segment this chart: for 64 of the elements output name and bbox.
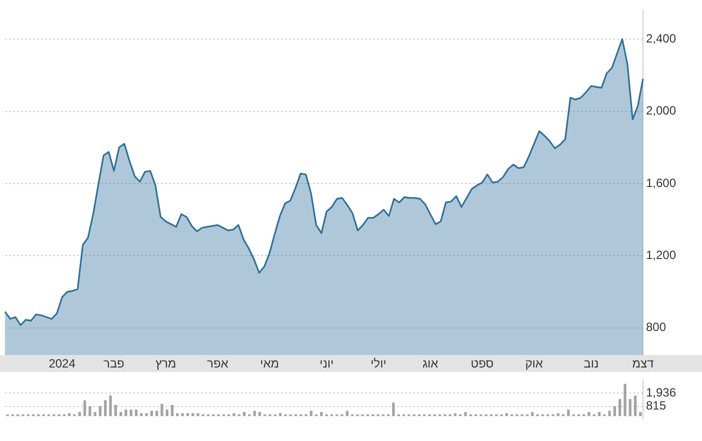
bar xyxy=(145,413,148,416)
bar xyxy=(191,413,194,416)
bar xyxy=(78,412,81,416)
x-tick-label: מאי xyxy=(260,356,279,371)
y-tick-label: 2,400 xyxy=(646,31,676,46)
bar xyxy=(613,406,616,416)
bar xyxy=(176,413,179,416)
bar xyxy=(94,412,96,416)
x-tick-label: יוני xyxy=(320,356,334,371)
bar xyxy=(624,384,626,416)
bar xyxy=(68,413,71,416)
x-tick-label: יולי xyxy=(370,356,386,371)
y-tick-label: 1,200 xyxy=(646,248,676,262)
bar xyxy=(505,413,508,416)
y-tick-label: 1,936 xyxy=(646,385,676,400)
bar xyxy=(608,410,611,416)
bar xyxy=(181,413,184,416)
bar xyxy=(186,413,189,416)
x-tick-label: אפר xyxy=(207,356,229,371)
y-tick-label: 2,000 xyxy=(646,104,676,118)
bar xyxy=(160,404,164,416)
bar xyxy=(278,413,282,416)
bar xyxy=(556,413,560,416)
bar xyxy=(170,404,174,416)
y-tick-label: 1,600 xyxy=(646,176,676,190)
bar xyxy=(588,412,590,416)
bar xyxy=(634,396,637,416)
x-tick-label: נוב xyxy=(584,356,599,371)
bar xyxy=(196,413,200,416)
bar xyxy=(618,399,622,416)
bar xyxy=(124,410,128,416)
x-tick-label: אוג xyxy=(422,356,439,371)
bar xyxy=(104,400,107,416)
bar xyxy=(464,412,467,416)
x-tick-label: 2024 xyxy=(48,356,76,371)
bar xyxy=(166,410,168,416)
y-tick-label: 800 xyxy=(646,320,666,334)
bar xyxy=(253,410,256,416)
bar xyxy=(531,412,534,416)
bar xyxy=(130,410,132,416)
x-tick-label: פבר xyxy=(103,356,124,371)
bar xyxy=(140,413,143,416)
bar xyxy=(134,410,138,416)
bar xyxy=(232,413,236,416)
bar xyxy=(88,406,92,416)
x-tick-label: מרץ xyxy=(155,356,176,371)
bar xyxy=(567,410,570,416)
bar xyxy=(392,402,395,416)
x-tick-label: אוק xyxy=(525,356,544,371)
x-tick-label: דצמ xyxy=(632,356,654,371)
bar xyxy=(320,412,323,416)
bar xyxy=(83,400,86,416)
bar xyxy=(119,412,122,416)
bar xyxy=(258,412,262,416)
bar xyxy=(109,396,112,416)
y-tick-label: 815 xyxy=(646,398,666,413)
x-tick-label: ספט xyxy=(470,356,494,371)
bar xyxy=(628,399,632,416)
bar xyxy=(639,412,642,416)
bar xyxy=(98,406,102,416)
bar xyxy=(242,412,246,416)
bar xyxy=(454,413,457,416)
bar xyxy=(598,412,601,416)
bar xyxy=(114,404,117,416)
